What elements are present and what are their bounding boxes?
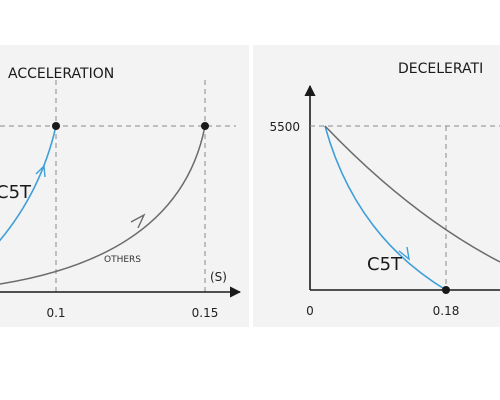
deceleration-x-tick-0: 0 <box>306 304 314 318</box>
deceleration-x-tick-1: 0.18 <box>433 304 460 318</box>
series-c5t-deceleration <box>324 125 447 291</box>
series-others-acceleration <box>0 125 206 285</box>
acceleration-x-tick-2: 0.15 <box>192 306 219 320</box>
series-label-c5t-acceleration: C5T <box>0 182 32 203</box>
series-others-deceleration <box>324 125 500 263</box>
right-panel-background <box>253 45 500 327</box>
left-panel-background <box>0 45 249 327</box>
acceleration-x-tick-1: 0.1 <box>46 306 65 320</box>
acceleration-chart: ACCELERATION (S) C5T OTHERS 0.1 0.15 <box>0 66 242 320</box>
series-c5t-deceleration-arrow <box>398 246 410 261</box>
series-others-acceleration-arrow <box>130 213 146 229</box>
acceleration-point-others <box>201 122 209 130</box>
series-c5t-acceleration <box>0 125 57 242</box>
deceleration-title: DECELERATI <box>398 61 483 77</box>
deceleration-y-tick-5500: 5500 <box>269 120 300 134</box>
series-label-others: OTHERS <box>104 255 141 265</box>
series-c5t-acceleration-arrow <box>35 164 46 178</box>
acceleration-point-c5t <box>52 122 60 130</box>
deceleration-chart: DECELERATI 5500 0 0.18 C5T <box>269 61 500 318</box>
deceleration-point-c5t <box>442 286 450 294</box>
series-label-c5t-deceleration: C5T <box>367 254 403 275</box>
acceleration-title: ACCELERATION <box>8 66 114 82</box>
acceleration-x-axis-label: (S) <box>210 270 227 284</box>
